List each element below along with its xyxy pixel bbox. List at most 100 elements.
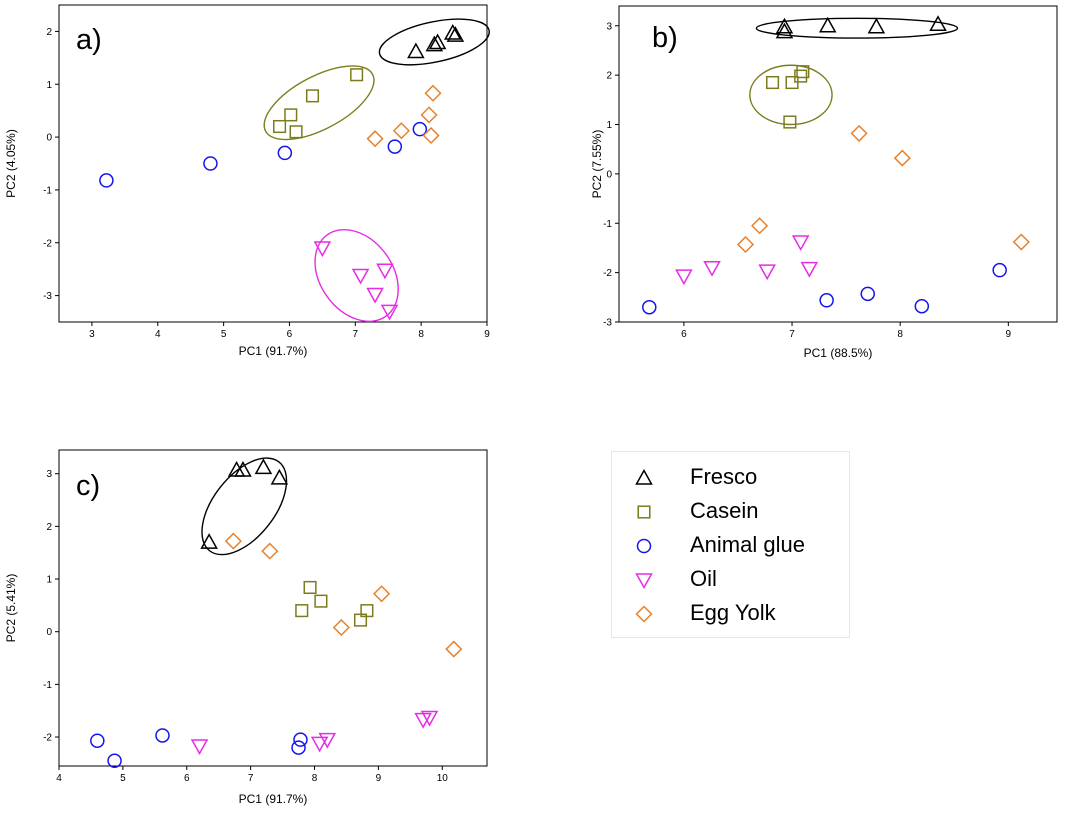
egg-yolk-point [850, 124, 868, 142]
y-tick-label: -2 [43, 733, 52, 744]
egg-yolk-point [420, 106, 438, 124]
oil-point [376, 263, 394, 280]
y-axis-label: PC2 (7.55%) [590, 130, 604, 199]
casein-point [360, 604, 374, 618]
x-tick-label: 8 [418, 329, 424, 340]
triangle-down-icon [635, 573, 653, 590]
animal-glue-point [642, 299, 657, 315]
oil-point [380, 304, 399, 321]
x-tick-label: 6 [184, 773, 190, 784]
legend-item-fresco: Fresco [612, 460, 849, 494]
panel-a: 3 4 5 6 7 8 9 -3 -2 -1 0 1 2 PC1 (91.7%) PC2 (4.05%) a) [4, 4, 490, 358]
animal-glue-point [291, 740, 306, 755]
y-tick-label: -2 [43, 238, 52, 249]
x-tick-label: 8 [312, 773, 318, 784]
group-ellipse [755, 17, 959, 39]
animal-glue-point [992, 262, 1007, 278]
x-tick-label: 9 [1006, 329, 1012, 340]
fresco-point [234, 460, 252, 477]
legend-item-egg-yolk: Egg Yolk [612, 596, 849, 630]
oil-point [313, 241, 332, 258]
plot-frame [58, 4, 488, 323]
x-tick-label: 3 [89, 329, 95, 340]
y-tick-label: 1 [46, 575, 52, 586]
legend-marker [636, 538, 652, 554]
casein-point [289, 125, 303, 139]
panel-label: c) [76, 470, 100, 502]
egg-yolk-point [392, 122, 410, 140]
legend-label: Egg Yolk [690, 600, 776, 625]
y-axis-label: PC2 (4.05%) [4, 129, 18, 198]
square-icon [637, 505, 651, 519]
oil-point [190, 739, 209, 756]
group-ellipse [314, 228, 399, 323]
y-tick-label: 3 [46, 469, 52, 480]
legend: Fresco Casein Animal glue Oil Egg Yolk [611, 451, 850, 638]
animal-glue-point [412, 121, 428, 137]
legend-item-casein: Casein [612, 494, 849, 528]
y-tick-label: 3 [606, 21, 612, 32]
casein-point [766, 75, 780, 90]
animal-glue-point [107, 753, 122, 768]
animal-glue-point [277, 145, 293, 161]
egg-yolk-point [373, 585, 391, 603]
x-tick-label: 8 [897, 329, 903, 340]
x-tick-label: 5 [120, 773, 126, 784]
plot-frame [58, 449, 488, 767]
casein-point [794, 69, 808, 83]
x-tick-label: 7 [789, 329, 795, 340]
fresco-point [818, 16, 837, 33]
group-ellipse [263, 65, 375, 141]
fresco-point [254, 458, 273, 475]
oil-point [414, 712, 432, 729]
panel-c: 4 5 6 7 8 9 10 -2 -1 0 1 2 3 PC1 (91.7%) PC2 (5.41%) c) [4, 449, 488, 806]
oil-point [310, 736, 329, 753]
plot-frame [618, 5, 1058, 323]
egg-yolk-point [261, 542, 279, 560]
oil-point [791, 235, 810, 252]
fresco-point [425, 35, 444, 52]
fresco-point [775, 17, 794, 34]
x-tick-label: 4 [56, 773, 62, 784]
fresco-point [428, 33, 447, 50]
casein-point [303, 580, 317, 595]
egg-yolk-point [224, 532, 242, 550]
legend-label: Oil [690, 566, 717, 591]
oil-point [366, 287, 384, 304]
casein-point [273, 119, 287, 134]
y-tick-label: 2 [46, 522, 52, 533]
oil-point [800, 261, 819, 278]
animal-glue-point [90, 733, 105, 748]
animal-glue-point [203, 156, 218, 171]
casein-point [783, 115, 797, 129]
animal-glue-point [99, 173, 114, 188]
legend-marker [637, 505, 651, 519]
x-tick-label: 4 [155, 329, 161, 340]
egg-yolk-point [1012, 233, 1030, 251]
y-tick-label: 0 [46, 133, 52, 144]
egg-yolk-point [424, 84, 442, 102]
animal-glue-point [914, 298, 930, 314]
fresco-point [200, 533, 218, 549]
fresco-point [270, 468, 289, 485]
egg-yolk-point [366, 130, 384, 148]
egg-yolk-point [736, 235, 755, 254]
y-tick-label: 1 [606, 120, 612, 131]
panel-b: 6 7 8 9 -3 -2 -1 0 1 2 3 PC1 (88.5%) PC2 (7.55%) b) [590, 5, 1058, 360]
fresco-point [775, 22, 794, 39]
egg-yolk-point [332, 618, 350, 637]
oil-point [758, 264, 776, 281]
casein-point [350, 68, 364, 82]
casein-point [284, 108, 298, 122]
legend-label: Casein [690, 498, 759, 523]
legend-label: Animal glue [690, 532, 805, 557]
egg-yolk-point [445, 640, 463, 658]
x-tick-label: 6 [287, 329, 293, 340]
legend-marker [635, 605, 653, 623]
casein-point [314, 594, 328, 608]
fresco-point [407, 42, 425, 59]
panel-label: b) [652, 22, 678, 54]
y-tick-label: -1 [43, 680, 52, 691]
animal-glue-point [387, 139, 403, 154]
diamond-icon [635, 605, 653, 623]
